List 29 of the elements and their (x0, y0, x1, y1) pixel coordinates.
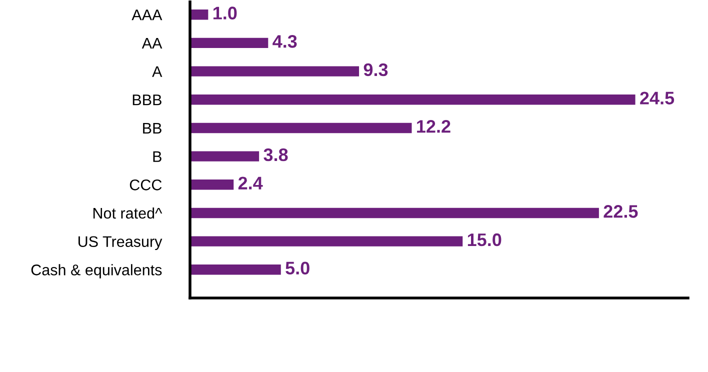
bar (190, 264, 281, 275)
bar (190, 66, 360, 76)
bar (190, 122, 412, 134)
y-tick-label: AAA (132, 10, 162, 20)
y-tick-label: BB (143, 122, 162, 134)
y-tick-label: BBB (132, 94, 162, 106)
bar (190, 38, 268, 48)
y-tick-label: Not rated^ (93, 207, 162, 219)
bar (190, 208, 599, 218)
y-tick-label: US Treasury (78, 236, 162, 250)
y-tick-label: B (153, 151, 162, 162)
bar (190, 180, 234, 190)
y-tick-label: Cash & equivalents (31, 264, 162, 278)
data-label: 4.3 (272, 35, 297, 48)
data-label: 15.0 (468, 233, 502, 246)
data-label: 12.2 (417, 120, 450, 133)
data-label: 3.8 (264, 148, 288, 162)
data-label: 24.5 (640, 92, 674, 104)
bar (190, 94, 636, 105)
y-tick-label: AA (142, 38, 162, 48)
y-tick-label: CCC (130, 180, 162, 190)
bar (190, 236, 463, 246)
data-label: 5.0 (286, 262, 310, 275)
y-tick-label: A (152, 66, 162, 77)
data-label: 2.4 (238, 176, 263, 190)
data-label: 22.5 (604, 205, 638, 218)
data-label: 1.0 (213, 6, 237, 20)
data-label: 9.3 (364, 63, 388, 76)
bar (190, 151, 260, 162)
